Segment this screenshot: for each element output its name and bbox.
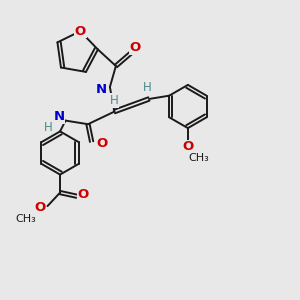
Text: H: H xyxy=(44,121,52,134)
Text: N: N xyxy=(53,110,64,124)
Text: N: N xyxy=(96,83,107,96)
Text: CH₃: CH₃ xyxy=(16,214,36,224)
Text: H: H xyxy=(143,81,152,94)
Text: O: O xyxy=(34,201,46,214)
Text: H: H xyxy=(110,94,119,107)
Text: O: O xyxy=(97,136,108,150)
Text: O: O xyxy=(78,188,89,201)
Text: O: O xyxy=(129,41,140,55)
Text: CH₃: CH₃ xyxy=(188,153,209,163)
Text: O: O xyxy=(182,140,194,154)
Text: O: O xyxy=(75,25,86,38)
